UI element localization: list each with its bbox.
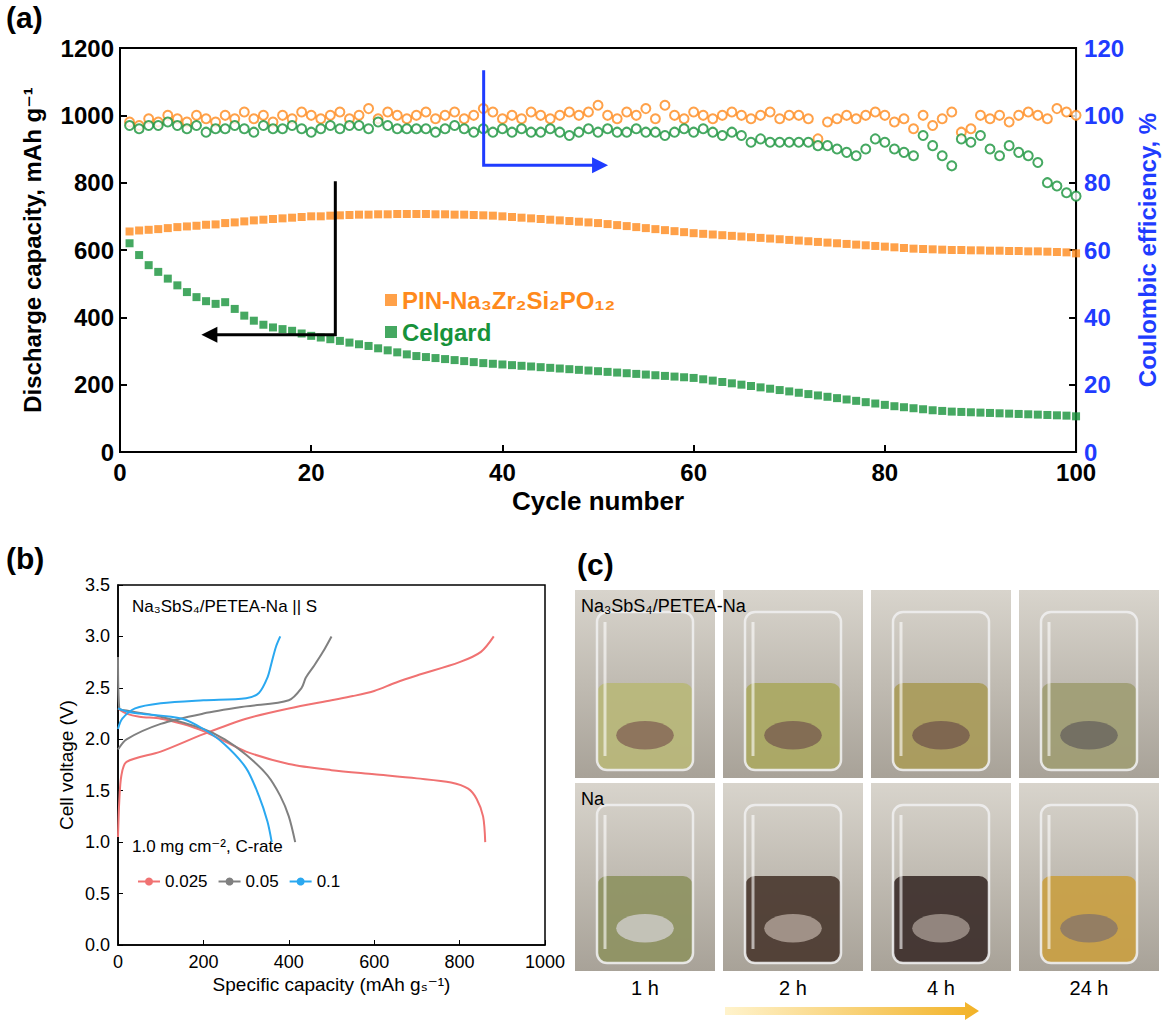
svg-text:800: 800 xyxy=(74,169,114,196)
svg-text:0.5: 0.5 xyxy=(85,884,110,904)
svg-text:1.5: 1.5 xyxy=(85,781,110,801)
svg-text:Celgard: Celgard xyxy=(402,319,491,346)
svg-text:0: 0 xyxy=(113,459,126,486)
svg-text:3.5: 3.5 xyxy=(85,575,110,595)
svg-text:1000: 1000 xyxy=(61,102,114,129)
svg-text:200: 200 xyxy=(74,371,114,398)
svg-text:Discharge capacity, mAh g⁻¹: Discharge capacity, mAh g⁻¹ xyxy=(19,87,46,413)
svg-text:80: 80 xyxy=(871,459,898,486)
svg-text:2.0: 2.0 xyxy=(85,729,110,749)
svg-text:80: 80 xyxy=(1084,169,1111,196)
svg-text:60: 60 xyxy=(1084,237,1111,264)
svg-text:(c): (c) xyxy=(577,548,614,581)
svg-text:1 h: 1 h xyxy=(631,977,659,999)
svg-text:40: 40 xyxy=(489,459,516,486)
svg-text:400: 400 xyxy=(74,304,114,331)
svg-text:PIN-Na₃Zr₂Si₂PO₁₂: PIN-Na₃Zr₂Si₂PO₁₂ xyxy=(402,287,615,314)
svg-text:Na₃SbS₄/PETEA-Na || S: Na₃SbS₄/PETEA-Na || S xyxy=(132,597,317,616)
svg-text:100: 100 xyxy=(1084,102,1124,129)
svg-text:Na₃SbS₄/PETEA-Na: Na₃SbS₄/PETEA-Na xyxy=(581,596,747,616)
svg-text:2 h: 2 h xyxy=(779,977,807,999)
svg-text:0.025: 0.025 xyxy=(165,872,208,891)
svg-text:24 h: 24 h xyxy=(1070,977,1109,999)
svg-text:400: 400 xyxy=(274,952,304,972)
svg-text:60: 60 xyxy=(680,459,707,486)
svg-text:Specific capacity (mAh gₛ⁻¹): Specific capacity (mAh gₛ⁻¹) xyxy=(213,974,451,995)
svg-text:4 h: 4 h xyxy=(927,977,955,999)
svg-text:2.5: 2.5 xyxy=(85,678,110,698)
svg-text:20: 20 xyxy=(298,459,325,486)
svg-text:(a): (a) xyxy=(6,1,43,34)
svg-text:0.05: 0.05 xyxy=(246,872,279,891)
svg-text:Na: Na xyxy=(581,789,605,809)
svg-text:1.0 mg cm⁻², C-rate: 1.0 mg cm⁻², C-rate xyxy=(132,837,283,856)
svg-text:1000: 1000 xyxy=(525,952,565,972)
svg-text:0: 0 xyxy=(1084,438,1098,466)
svg-text:0.1: 0.1 xyxy=(317,872,341,891)
svg-text:20: 20 xyxy=(1084,371,1111,398)
svg-text:40: 40 xyxy=(1084,304,1111,331)
svg-text:600: 600 xyxy=(74,237,114,264)
svg-text:Cycle number: Cycle number xyxy=(512,486,684,516)
svg-text:0: 0 xyxy=(113,952,123,972)
svg-text:1200: 1200 xyxy=(61,35,114,62)
svg-text:800: 800 xyxy=(445,952,475,972)
svg-text:100: 100 xyxy=(1056,459,1096,486)
svg-text:0: 0 xyxy=(101,439,114,466)
svg-text:600: 600 xyxy=(359,952,389,972)
svg-text:(b): (b) xyxy=(6,542,44,575)
svg-text:Cell voltage (V): Cell voltage (V) xyxy=(56,700,77,830)
svg-text:0.0: 0.0 xyxy=(85,935,110,955)
svg-text:3.0: 3.0 xyxy=(85,626,110,646)
svg-text:Coulombic efficiency, %: Coulombic efficiency, % xyxy=(1134,113,1161,387)
svg-text:200: 200 xyxy=(188,952,218,972)
svg-text:1.0: 1.0 xyxy=(85,832,110,852)
svg-text:120: 120 xyxy=(1084,35,1124,62)
